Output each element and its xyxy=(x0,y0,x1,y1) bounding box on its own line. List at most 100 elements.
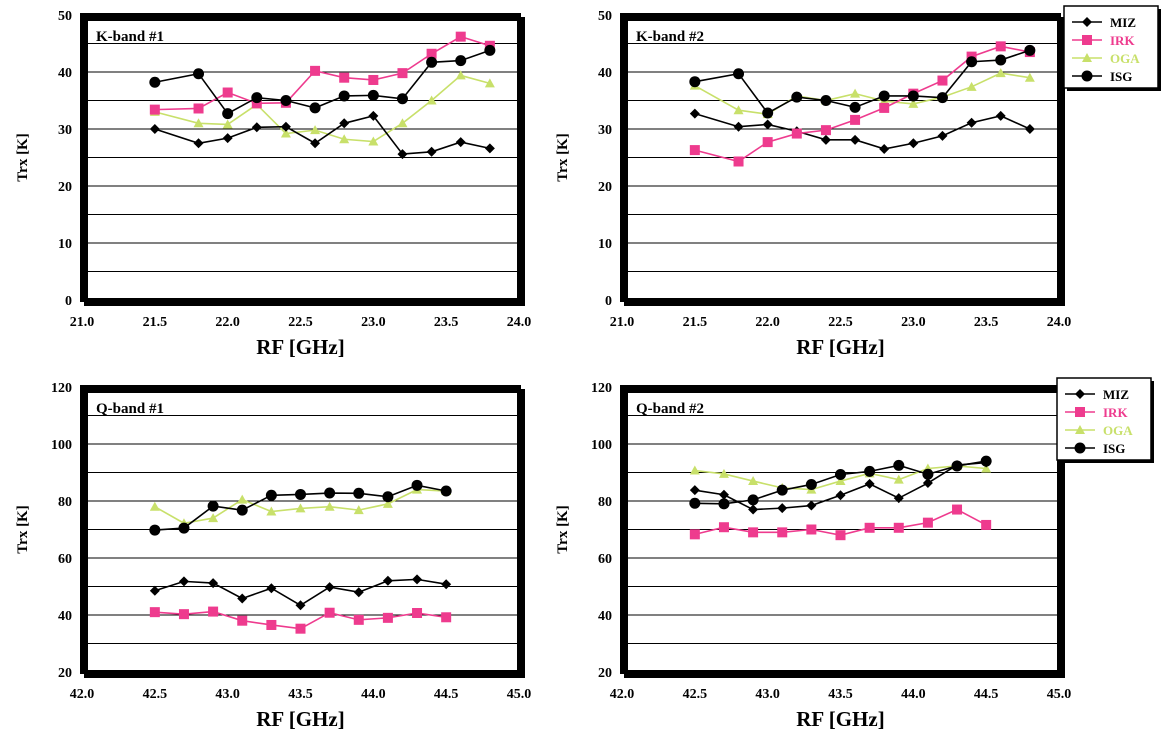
x-tick-label: 42.5 xyxy=(143,687,168,702)
data-point-oga xyxy=(981,463,992,473)
data-point-miz xyxy=(412,574,423,585)
x-tick-label: 21.5 xyxy=(143,315,168,330)
plot-frame xyxy=(80,13,521,302)
data-point-irk xyxy=(733,156,744,167)
data-point-irk xyxy=(937,75,948,86)
legend-2: MIZ IRK OGA ISG xyxy=(1063,5,1161,91)
y-axis-label: Trx [K] xyxy=(15,133,31,181)
series-line xyxy=(694,112,1031,150)
data-point-isg xyxy=(951,460,963,472)
x-tick-label: 43.5 xyxy=(828,687,853,702)
data-point-irk xyxy=(455,31,466,42)
series-isg xyxy=(149,479,452,536)
data-point-isg xyxy=(149,76,161,88)
x-tick-label: 24.0 xyxy=(507,315,532,330)
data-point-irk xyxy=(952,504,963,515)
series-isg xyxy=(149,44,496,120)
data-point-irk xyxy=(777,527,788,538)
data-point-isg xyxy=(396,93,408,105)
y-tick-label: 120 xyxy=(51,381,72,396)
plot-frame xyxy=(620,385,1061,674)
x-axis-label: RF [GHz] xyxy=(796,707,884,731)
x-tick-label: 45.0 xyxy=(507,687,532,702)
data-point-oga xyxy=(893,474,904,484)
data-point-oga xyxy=(237,494,248,504)
data-point-miz xyxy=(397,149,408,160)
data-point-isg xyxy=(149,524,161,536)
data-point-miz xyxy=(879,143,890,154)
y-tick-label: 20 xyxy=(598,180,612,195)
x-tick-label: 21.0 xyxy=(70,315,95,330)
legend-marker-irk xyxy=(1082,35,1092,45)
data-point-isg xyxy=(776,484,788,496)
x-axis-label: RF [GHz] xyxy=(256,335,344,359)
x-tick-label: 44.5 xyxy=(434,687,459,702)
legend-marker-isg xyxy=(1074,442,1086,454)
data-point-isg xyxy=(382,491,394,503)
data-point-irk xyxy=(368,74,379,85)
data-point-oga xyxy=(339,134,350,144)
chart-panel-1: 0 10 20 30 40 50 21.0 21.5 22.0 22.5 23.0 23.5 24.0 R… xyxy=(15,9,531,359)
data-point-miz xyxy=(295,600,306,611)
y-tick-label: 10 xyxy=(58,237,72,252)
data-point-oga xyxy=(908,98,919,108)
data-point-isg xyxy=(455,55,467,67)
series-isg xyxy=(689,455,992,510)
data-point-irk xyxy=(295,623,306,634)
data-point-isg xyxy=(733,68,745,80)
legend-marker-oga xyxy=(1075,425,1085,434)
data-point-isg xyxy=(995,54,1007,66)
plot-frame xyxy=(80,385,521,674)
y-tick-label: 0 xyxy=(605,294,612,309)
x-tick-label: 23.5 xyxy=(974,315,999,330)
x-tick-label: 45.0 xyxy=(1047,687,1072,702)
data-point-irk xyxy=(893,522,904,533)
y-tick-label: 20 xyxy=(598,666,612,681)
data-point-oga xyxy=(397,118,408,128)
y-tick-label: 30 xyxy=(58,123,72,138)
x-tick-label: 21.0 xyxy=(610,315,635,330)
data-point-miz xyxy=(835,490,846,501)
y-axis-label: Trx [K] xyxy=(15,505,31,553)
x-tick-label: 42.0 xyxy=(70,687,95,702)
x-tick-label: 22.5 xyxy=(288,315,313,330)
data-point-isg xyxy=(280,95,292,106)
data-point-isg xyxy=(324,487,336,499)
data-point-isg xyxy=(718,498,730,510)
legend-label-oga: OGA xyxy=(1103,423,1133,438)
panel-title: Q-band #1 xyxy=(96,401,164,417)
data-point-miz xyxy=(324,582,335,593)
x-axis-label: RF [GHz] xyxy=(256,707,344,731)
x-tick-label: 22.5 xyxy=(828,315,853,330)
y-tick-label: 80 xyxy=(598,495,612,510)
legend-4: MIZ IRK OGA ISG xyxy=(1056,377,1154,463)
data-point-oga xyxy=(149,501,160,511)
data-point-irk xyxy=(441,612,452,623)
data-point-irk xyxy=(353,614,364,625)
data-point-isg xyxy=(426,56,438,68)
data-point-isg xyxy=(207,500,219,512)
series-miz xyxy=(689,108,1035,154)
x-tick-label: 43.0 xyxy=(215,687,240,702)
x-tick-label: 22.0 xyxy=(215,315,240,330)
legend-label-irk: IRK xyxy=(1110,33,1135,48)
data-point-isg xyxy=(893,459,905,471)
series-line xyxy=(154,114,491,155)
data-point-oga xyxy=(310,125,321,135)
data-point-oga xyxy=(266,506,277,516)
series-irk xyxy=(689,504,992,541)
data-point-irk xyxy=(251,98,262,109)
data-point-isg xyxy=(484,44,496,56)
data-point-isg xyxy=(966,56,978,68)
legend-label-isg: ISG xyxy=(1110,69,1132,84)
data-point-isg xyxy=(222,108,234,120)
data-point-irk xyxy=(412,608,423,619)
data-point-irk xyxy=(748,527,759,538)
data-point-oga xyxy=(324,501,335,511)
data-point-miz xyxy=(995,110,1006,121)
data-point-isg xyxy=(762,107,774,119)
data-point-oga xyxy=(382,498,393,508)
data-point-isg xyxy=(805,478,817,490)
data-point-irk xyxy=(178,609,189,620)
data-point-miz xyxy=(426,146,437,157)
